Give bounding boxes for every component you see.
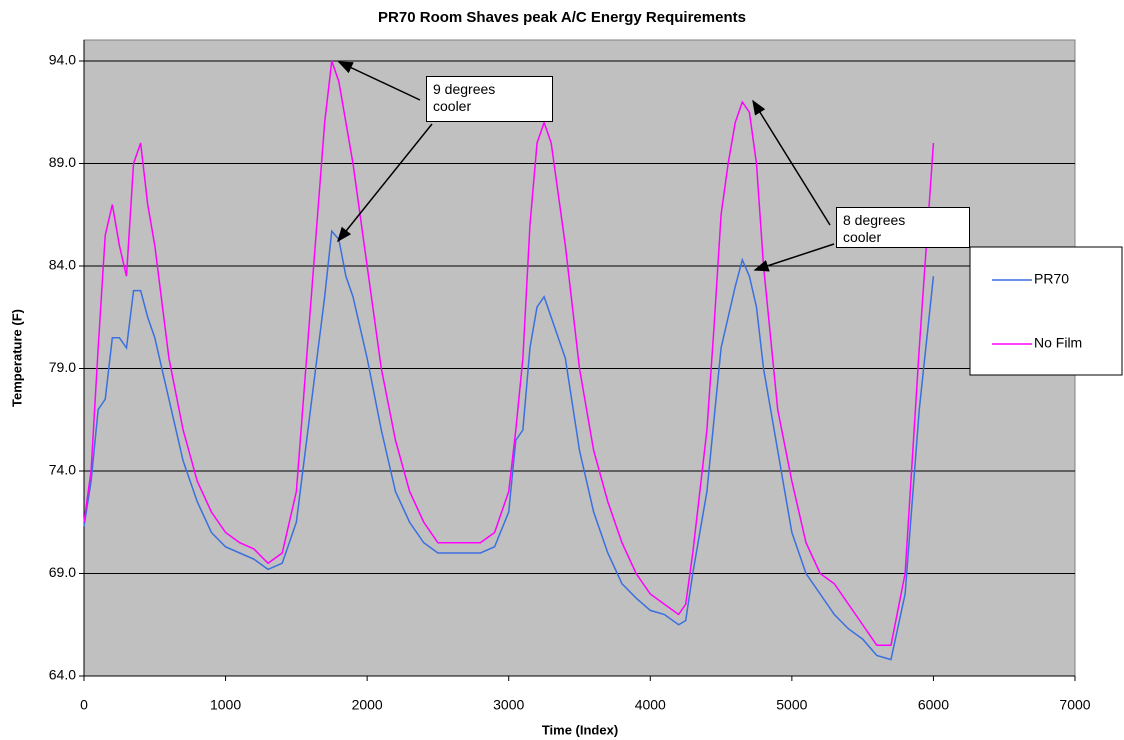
x-tick-label: 4000 xyxy=(635,697,666,713)
annotation: 9 degrees cooler xyxy=(426,76,553,122)
plot-area xyxy=(83,39,1076,677)
y-tick-label: 79.0 xyxy=(49,359,76,375)
y-tick-label: 94.0 xyxy=(49,52,76,68)
arrow xyxy=(337,123,433,243)
x-tick-label: 2000 xyxy=(352,697,383,713)
x-tick-label: 0 xyxy=(80,697,88,713)
y-tick-label: 74.0 xyxy=(49,462,76,478)
y-tick-label: 69.0 xyxy=(49,564,76,580)
y-tick-label: 84.0 xyxy=(49,257,76,273)
x-axis-label: Time (Index) xyxy=(542,722,618,737)
x-tick-label: 1000 xyxy=(210,697,241,713)
x-tick-label: 7000 xyxy=(1059,697,1090,713)
x-tick-label: 5000 xyxy=(776,697,807,713)
y-tick-label: 89.0 xyxy=(49,154,76,170)
arrow xyxy=(752,99,831,226)
annotation: 8 degrees cooler xyxy=(836,207,970,248)
x-tick-label: 6000 xyxy=(918,697,949,713)
series-line xyxy=(83,229,935,661)
y-axis-label: Temperature (F) xyxy=(9,309,24,407)
series-line xyxy=(83,60,935,646)
arrow xyxy=(753,243,835,272)
legend-label: PR70 xyxy=(1034,271,1069,287)
y-tick-label: 64.0 xyxy=(49,667,76,683)
x-tick-label: 3000 xyxy=(493,697,524,713)
legend-label: No Film xyxy=(1034,335,1082,351)
arrow xyxy=(337,61,421,101)
chart-title: PR70 Room Shaves peak A/C Energy Require… xyxy=(378,9,746,26)
legend-box xyxy=(969,246,1123,376)
